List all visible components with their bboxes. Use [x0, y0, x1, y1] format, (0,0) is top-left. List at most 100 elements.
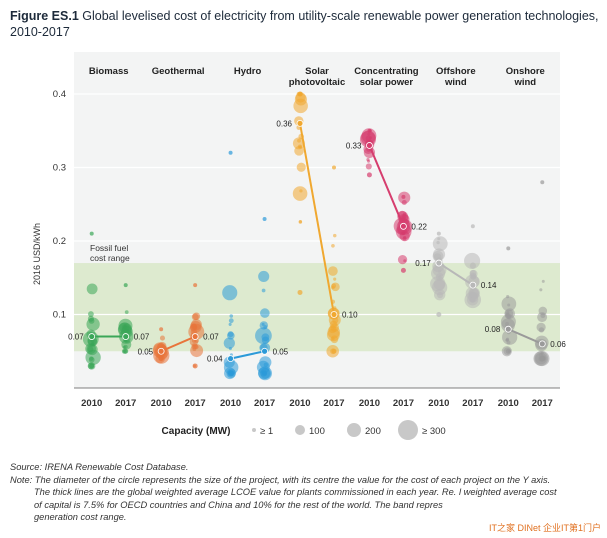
project-bubble	[538, 306, 548, 316]
x-tick-label: 2010	[359, 398, 380, 409]
project-bubble	[261, 322, 265, 326]
y-tick-label: 0.2	[53, 236, 66, 247]
technology-name: wind	[444, 77, 467, 88]
x-tick-label: 2010	[498, 398, 519, 409]
project-bubble	[365, 163, 372, 170]
average-value-label: 0.07	[203, 333, 219, 342]
lcoe-chart: Fossil fuel cost range 2016 USD/kWh 0.10…	[32, 52, 566, 440]
project-bubble	[159, 327, 164, 332]
project-bubble	[298, 92, 302, 96]
average-line	[368, 145, 405, 227]
average-line	[160, 335, 196, 353]
legend-label: 100	[309, 426, 325, 437]
project-bubble	[296, 162, 306, 172]
gridlines	[74, 93, 560, 389]
project-bubble	[438, 275, 442, 279]
project-bubble	[331, 282, 340, 292]
project-bubble	[366, 172, 372, 178]
project-bubble	[262, 216, 267, 221]
x-tick-label: 2017	[254, 398, 275, 409]
project-bubble	[436, 231, 441, 236]
average-point	[330, 311, 338, 318]
legend-bubble	[347, 423, 361, 437]
technology-name: Concentrating	[354, 66, 419, 77]
project-bubble	[332, 317, 339, 324]
project-bubble	[258, 270, 270, 283]
project-bubble	[506, 246, 511, 251]
project-bubble	[367, 128, 372, 133]
technology-name: photovoltaic	[289, 77, 345, 88]
project-bubble	[222, 285, 238, 301]
project-bubble	[430, 266, 446, 281]
project-bubble	[123, 348, 129, 354]
average-line	[438, 262, 474, 286]
project-bubble	[327, 325, 341, 339]
project-bubble	[89, 363, 95, 369]
technology-name: Geothermal	[152, 66, 205, 77]
project-bubble	[437, 237, 441, 241]
fossil-band-label: cost range	[90, 253, 130, 263]
project-bubble	[469, 262, 476, 269]
project-bubble	[401, 194, 406, 199]
project-bubble	[333, 233, 337, 238]
average-value-label: 0.33	[346, 141, 362, 150]
average-point	[157, 347, 165, 355]
average-point	[538, 340, 546, 348]
average-value-label: 0.07	[68, 333, 84, 342]
project-bubble	[540, 313, 546, 319]
average-line	[299, 123, 335, 315]
x-tick-label: 2017	[393, 398, 414, 409]
legend-bubble	[398, 420, 418, 440]
project-bubble	[470, 224, 475, 229]
x-tick-label: 2010	[81, 398, 102, 409]
project-bubble	[400, 267, 406, 273]
x-tick-label: 2010	[289, 398, 310, 409]
project-bubble	[192, 312, 201, 321]
project-bubble	[333, 306, 337, 310]
figure-title-text: Global levelised cost of electricity fro…	[10, 9, 599, 39]
x-tick-labels: 2010 2017 2010 2017 2010 2017 2010 2017 2010 2017…	[81, 398, 553, 409]
average-lines: 0.07 0.07 0.05 0.07 0.04 0.05 0.36 0.10 0.33 0.22…	[68, 119, 566, 363]
average-value-label: 0.08	[485, 325, 501, 334]
project-bubble	[228, 322, 232, 326]
average-point	[191, 333, 199, 340]
project-bubble	[159, 335, 166, 341]
project-bubble	[470, 274, 476, 280]
project-bubble	[333, 277, 337, 281]
project-bubble	[367, 159, 371, 163]
legend-label: ≥ 1	[260, 426, 273, 437]
project-bubble	[261, 288, 266, 293]
average-point	[261, 347, 268, 355]
x-tick-label: 2017	[115, 398, 136, 409]
capacity-legend: Capacity (MW) ≥ 1 100 200 ≥ 300	[162, 420, 446, 440]
project-bubble	[193, 283, 198, 288]
average-value-label: 0.04	[207, 355, 223, 364]
project-bubble	[403, 259, 407, 263]
project-bubble	[227, 331, 235, 340]
average-point	[504, 325, 512, 333]
technology-name: solar power	[360, 77, 414, 88]
project-bubble	[506, 311, 510, 315]
average-line	[507, 328, 543, 345]
technology-name: Hydro	[234, 66, 262, 77]
average-point	[122, 333, 130, 340]
average-point	[366, 142, 373, 149]
project-bubble	[228, 150, 233, 155]
average-value-label: 0.36	[276, 119, 292, 128]
project-bubble	[228, 346, 232, 351]
project-bubble	[298, 220, 303, 224]
source-note: Source: IRENA Renewable Cost Database.	[10, 462, 189, 472]
technology-name: Biomass	[89, 66, 129, 77]
project-bubble	[123, 344, 128, 349]
project-bubble	[228, 370, 234, 376]
project-bubble	[397, 254, 408, 265]
project-bubble	[123, 283, 128, 288]
project-bubble	[505, 348, 511, 354]
project-bubble	[124, 310, 129, 314]
project-bubble	[539, 288, 543, 292]
average-value-label: 0.10	[342, 311, 358, 320]
average-value-label: 0.22	[411, 222, 427, 231]
project-bubble	[262, 370, 268, 376]
watermark: IT之家 DINet 企业IT第1门户	[488, 523, 601, 533]
